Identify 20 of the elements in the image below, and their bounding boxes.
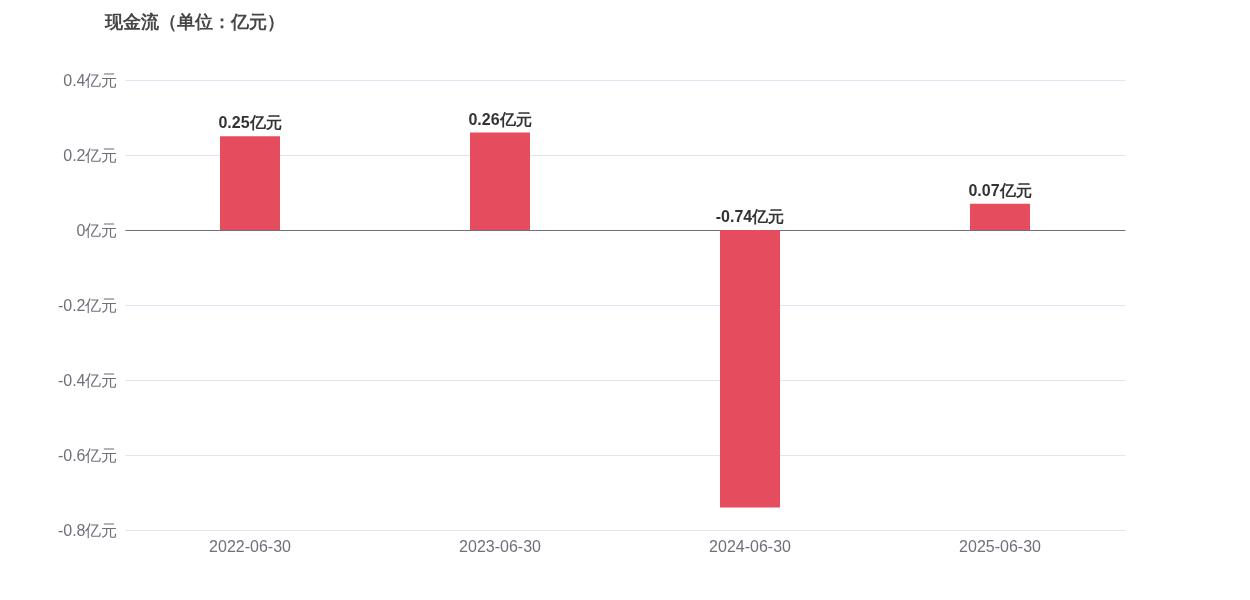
y-tick-label: 0.2亿元: [63, 146, 118, 164]
x-tick-label: 2024-06-30: [709, 537, 792, 555]
y-tick-label: -0.4亿元: [57, 371, 118, 389]
data-label: 0.25亿元: [218, 114, 282, 132]
x-tick-label: 2023-06-30: [459, 537, 542, 555]
y-tick-label: -0.6亿元: [57, 446, 118, 464]
data-label: 0.26亿元: [468, 110, 532, 128]
y-tick-label: 0亿元: [76, 221, 118, 239]
x-tick-label: 2022-06-30: [209, 537, 292, 555]
chart-title: 现金流（单位：亿元）: [104, 12, 285, 32]
y-tick-label: -0.2亿元: [57, 296, 118, 314]
bar: [470, 132, 530, 230]
data-label: 0.07亿元: [968, 181, 1032, 199]
x-tick-label: 2025-06-30: [959, 537, 1042, 555]
bar: [720, 230, 780, 508]
bar: [970, 203, 1030, 230]
data-label: -0.74亿元: [715, 208, 785, 225]
y-tick-label: -0.8亿元: [57, 521, 118, 539]
bar: [220, 136, 280, 230]
y-tick-label: 0.4亿元: [63, 71, 118, 89]
